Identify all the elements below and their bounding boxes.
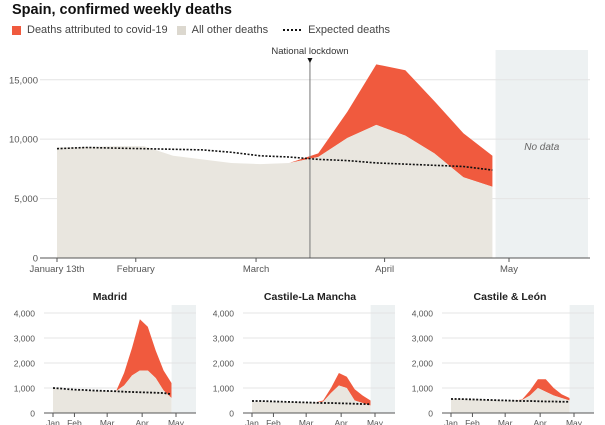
no-data-band [171, 305, 196, 413]
y-tick-label: 0 [229, 409, 234, 419]
y-tick-label: 0 [428, 409, 433, 419]
expected-deaths-line [56, 146, 493, 171]
y-tick-label: 0 [33, 254, 38, 265]
x-tick-label: Apr [335, 418, 348, 425]
legend-swatch-covid [12, 25, 21, 35]
y-tick-label: 1,000 [213, 384, 235, 394]
x-tick-label: Apr [534, 418, 547, 425]
x-tick-label: Mar [498, 418, 513, 425]
covid-deaths-area [57, 64, 493, 187]
legend-label-expected: Expected deaths [308, 24, 391, 36]
legend: Deaths attributed to covid-19 All other … [12, 24, 395, 36]
chart-castile-le-n: 0 1,000 2,000 3,000 4,000 Jan Feb Mar Apr May Cast… [412, 291, 594, 425]
y-tick-label: 2,000 [412, 359, 434, 369]
x-tick-label: Apr [136, 418, 149, 425]
x-tick-label: May [168, 418, 185, 425]
expected-deaths-line [451, 398, 570, 403]
other-deaths-area [57, 124, 493, 258]
lockdown-label: National lockdown [271, 46, 348, 57]
expected-deaths-line [52, 387, 172, 396]
x-tick-label: Feb [67, 418, 82, 425]
x-tick-label: Feb [266, 418, 281, 425]
y-tick-label: 10,000 [9, 135, 38, 146]
panel-title: Castile-La Mancha [264, 291, 356, 303]
chart-castile-la-mancha: 0 1,000 2,000 3,000 4,000 Jan Feb Mar Apr May Cast… [213, 291, 395, 425]
no-data-band [370, 305, 395, 413]
covid-deaths-area [53, 319, 172, 398]
y-tick-label: 2,000 [213, 359, 235, 369]
x-tick-label: February [117, 264, 155, 275]
x-tick-label: March [243, 264, 269, 275]
x-tick-label: May [500, 264, 518, 275]
no-data-label: No data [524, 142, 559, 153]
y-tick-label: 1,000 [412, 384, 434, 394]
y-tick-label: 5,000 [14, 194, 38, 205]
expected-deaths-line [252, 400, 371, 406]
legend-label-covid: Deaths attributed to covid-19 [27, 24, 168, 36]
x-tick-label: Mar [299, 418, 314, 425]
x-tick-label: Jan [444, 418, 458, 425]
no-data-band [495, 50, 588, 258]
x-tick-label: Jan [46, 418, 60, 425]
x-tick-label: May [367, 418, 384, 425]
panel-title: Castile & León [474, 291, 547, 303]
y-tick-label: 4,000 [14, 309, 36, 319]
chart-madrid: 0 1,000 2,000 3,000 4,000 Jan Feb Mar Apr May Madr… [14, 291, 196, 425]
y-tick-label: 0 [30, 409, 35, 419]
x-tick-label: April [375, 264, 394, 275]
y-tick-label: 15,000 [9, 75, 38, 86]
y-tick-label: 1,000 [14, 384, 36, 394]
legend-swatch-other [176, 25, 186, 35]
y-tick-label: 2,000 [14, 359, 36, 369]
covid-deaths-area [451, 379, 570, 401]
chart-spain: No data 0 5,000 10,000 15,000 National lockdo… [9, 46, 590, 275]
y-tick-label: 3,000 [412, 334, 434, 344]
legend-label-other: All other deaths [191, 24, 269, 36]
legend-swatch-expected [283, 29, 302, 31]
x-tick-label: Feb [465, 418, 480, 425]
chart-title: Spain, confirmed weekly deaths [12, 2, 232, 18]
covid-deaths-area [252, 373, 371, 406]
x-tick-label: May [566, 418, 583, 425]
y-tick-label: 3,000 [14, 334, 36, 344]
y-tick-label: 3,000 [213, 334, 235, 344]
y-tick-label: 4,000 [213, 309, 235, 319]
x-tick-label: Mar [100, 418, 115, 425]
x-tick-label: Jan [245, 418, 259, 425]
no-data-band [569, 305, 594, 413]
other-deaths-area [252, 385, 371, 413]
lockdown-marker [307, 58, 313, 63]
x-tick-label: January 13th [30, 264, 85, 275]
y-tick-label: 4,000 [412, 309, 434, 319]
panel-title: Madrid [93, 291, 127, 303]
